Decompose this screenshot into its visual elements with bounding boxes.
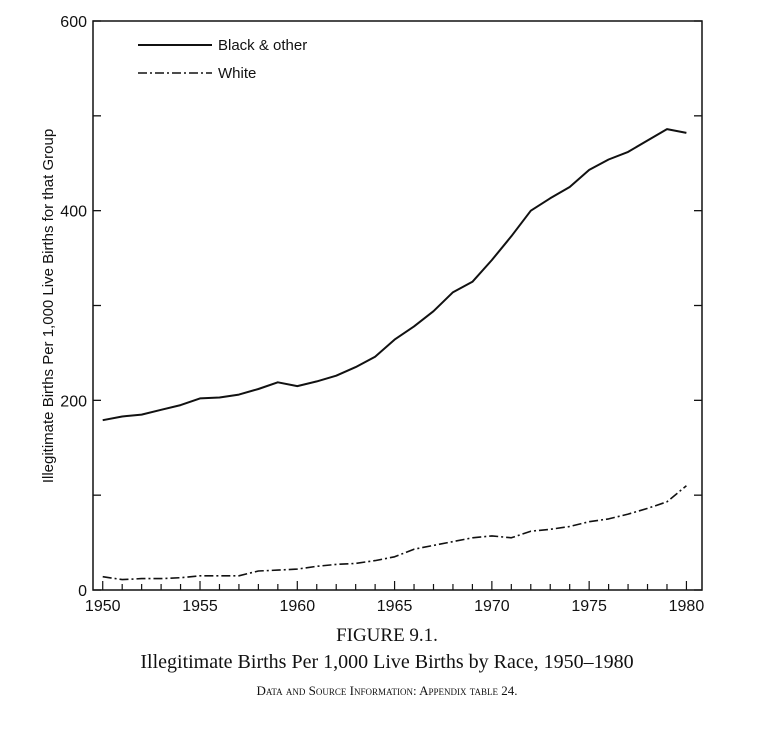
series-line-white	[102, 485, 687, 581]
y-tick-label: 0	[78, 583, 87, 600]
x-tick-label: 1980	[669, 598, 705, 615]
x-axis: 1950 1955 1960 1965 1970 1975 1980	[85, 581, 704, 615]
figure-label: FIGURE 9.1.	[336, 625, 438, 646]
x-tick-label: 1970	[474, 598, 510, 615]
x-tick-label: 1955	[182, 598, 218, 615]
figure-source: Data and Source Information: Appendix ta…	[256, 683, 518, 698]
x-tick-label: 1960	[280, 598, 316, 615]
series-line-black-other	[102, 128, 687, 422]
y-tick-label: 200	[60, 393, 87, 410]
x-tick-label: 1975	[571, 598, 607, 615]
figure-title: Illegitimate Births Per 1,000 Live Birth…	[140, 651, 634, 673]
y-axis: 0 200 400 600	[60, 14, 702, 600]
series-layer	[102, 128, 687, 581]
x-tick-label: 1950	[85, 598, 121, 615]
legend: Black & other White	[138, 37, 307, 82]
legend-label-white: White	[218, 65, 256, 82]
y-axis-label: Illegitimate Births Per 1,000 Live Birth…	[40, 129, 57, 483]
y-tick-label: 600	[60, 14, 87, 31]
legend-label-black-other: Black & other	[218, 37, 307, 54]
plot-frame	[92, 20, 703, 591]
x-tick-label: 1965	[377, 598, 413, 615]
y-tick-label: 400	[60, 204, 87, 221]
